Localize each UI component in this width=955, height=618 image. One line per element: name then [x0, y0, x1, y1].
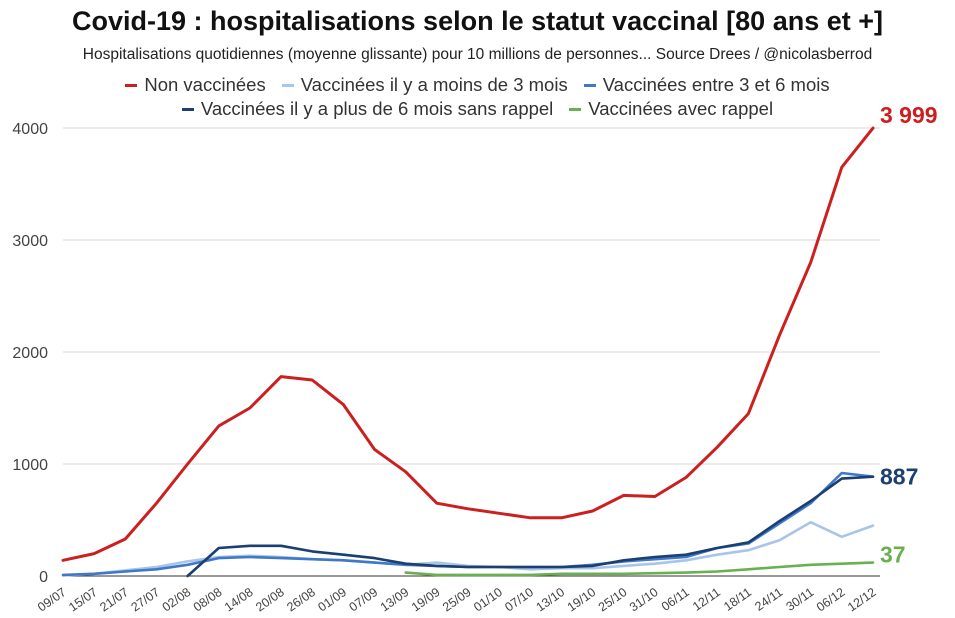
legend-item-vaccinees-moins-3-mois[interactable]: Vaccinées il y a moins de 3 mois: [281, 74, 568, 96]
x-tick-label: 15/07: [66, 585, 100, 614]
legend-label: Non vaccinées: [144, 74, 266, 95]
end-value-label: 3 999: [880, 102, 938, 128]
legend-swatch: [281, 83, 294, 87]
x-tick-label: 06/12: [814, 585, 848, 614]
x-tick-label: 02/08: [160, 585, 194, 614]
x-tick-label: 26/08: [284, 585, 318, 614]
y-tick-label: 0: [39, 569, 48, 586]
chart-subtitle: Hospitalisations quotidiennes (moyenne g…: [82, 46, 873, 63]
legend-item-non-vaccinees[interactable]: Non vaccinées: [125, 74, 266, 96]
x-tick-label: 13/10: [534, 585, 568, 614]
legend-label: Vaccinées entre 3 et 6 mois: [602, 74, 830, 95]
series-line: [61, 126, 875, 562]
x-tick-label: 12/11: [690, 585, 723, 614]
x-tick-label: 30/11: [784, 585, 817, 614]
x-tick-label: 13/09: [378, 585, 412, 614]
x-tick-label: 31/10: [627, 585, 661, 614]
x-tick-label: 01/09: [315, 585, 349, 614]
legend-swatch: [181, 107, 194, 111]
x-tick-label: 19/10: [565, 585, 599, 614]
legend-label: Vaccinées il y a plus de 6 mois sans rap…: [200, 98, 554, 119]
y-tick-label: 1000: [12, 457, 48, 474]
x-tick-label: 07/10: [502, 585, 536, 614]
x-tick-label: 25/09: [440, 585, 474, 614]
end-value-label: 887: [880, 464, 918, 490]
legend-item-vaccinees-plus-6-mois[interactable]: Vaccinées il y a plus de 6 mois sans rap…: [181, 98, 554, 120]
legend-label: Vaccinées avec rappel: [588, 98, 774, 119]
legend-row: Non vaccinées Vaccinées il y a moins de …: [0, 74, 955, 96]
series-line: [404, 561, 875, 577]
x-tick-label: 07/09: [347, 585, 381, 614]
x-tick-label: 14/08: [222, 585, 256, 614]
x-tick-label: 12/12: [845, 585, 879, 614]
legend-swatch: [569, 107, 582, 111]
series-line: [186, 475, 875, 578]
x-tick-label: 19/09: [409, 585, 443, 614]
x-tick-label: 08/08: [191, 585, 225, 614]
x-tick-label: 01/10: [471, 585, 505, 614]
end-value-label: 37: [880, 542, 906, 568]
legend-swatch: [583, 83, 596, 87]
x-tick-label: 09/07: [35, 585, 69, 614]
x-tick-label: 24/11: [752, 585, 785, 614]
x-tick-label: 27/07: [129, 585, 163, 614]
y-tick-label: 3000: [12, 233, 48, 250]
chart-title: Covid-19 : hospitalisations selon le sta…: [72, 6, 883, 36]
y-tick-label: 2000: [12, 345, 48, 362]
legend-label: Vaccinées il y a moins de 3 mois: [300, 74, 568, 95]
legend-row: Vaccinées il y a plus de 6 mois sans rap…: [0, 98, 955, 120]
legend-item-vaccinees-3-6-mois[interactable]: Vaccinées entre 3 et 6 mois: [583, 74, 830, 96]
x-tick-label: 25/10: [596, 585, 630, 614]
x-tick-label: 21/07: [97, 585, 131, 614]
x-tick-label: 20/08: [253, 585, 287, 614]
legend-item-vaccinees-avec-rappel[interactable]: Vaccinées avec rappel: [569, 98, 773, 120]
x-tick-label: 06/11: [659, 585, 692, 614]
series-line: [61, 471, 875, 577]
x-tick-label: 18/11: [721, 585, 754, 614]
legend-swatch: [125, 83, 138, 87]
y-tick-label: 4000: [12, 121, 48, 138]
